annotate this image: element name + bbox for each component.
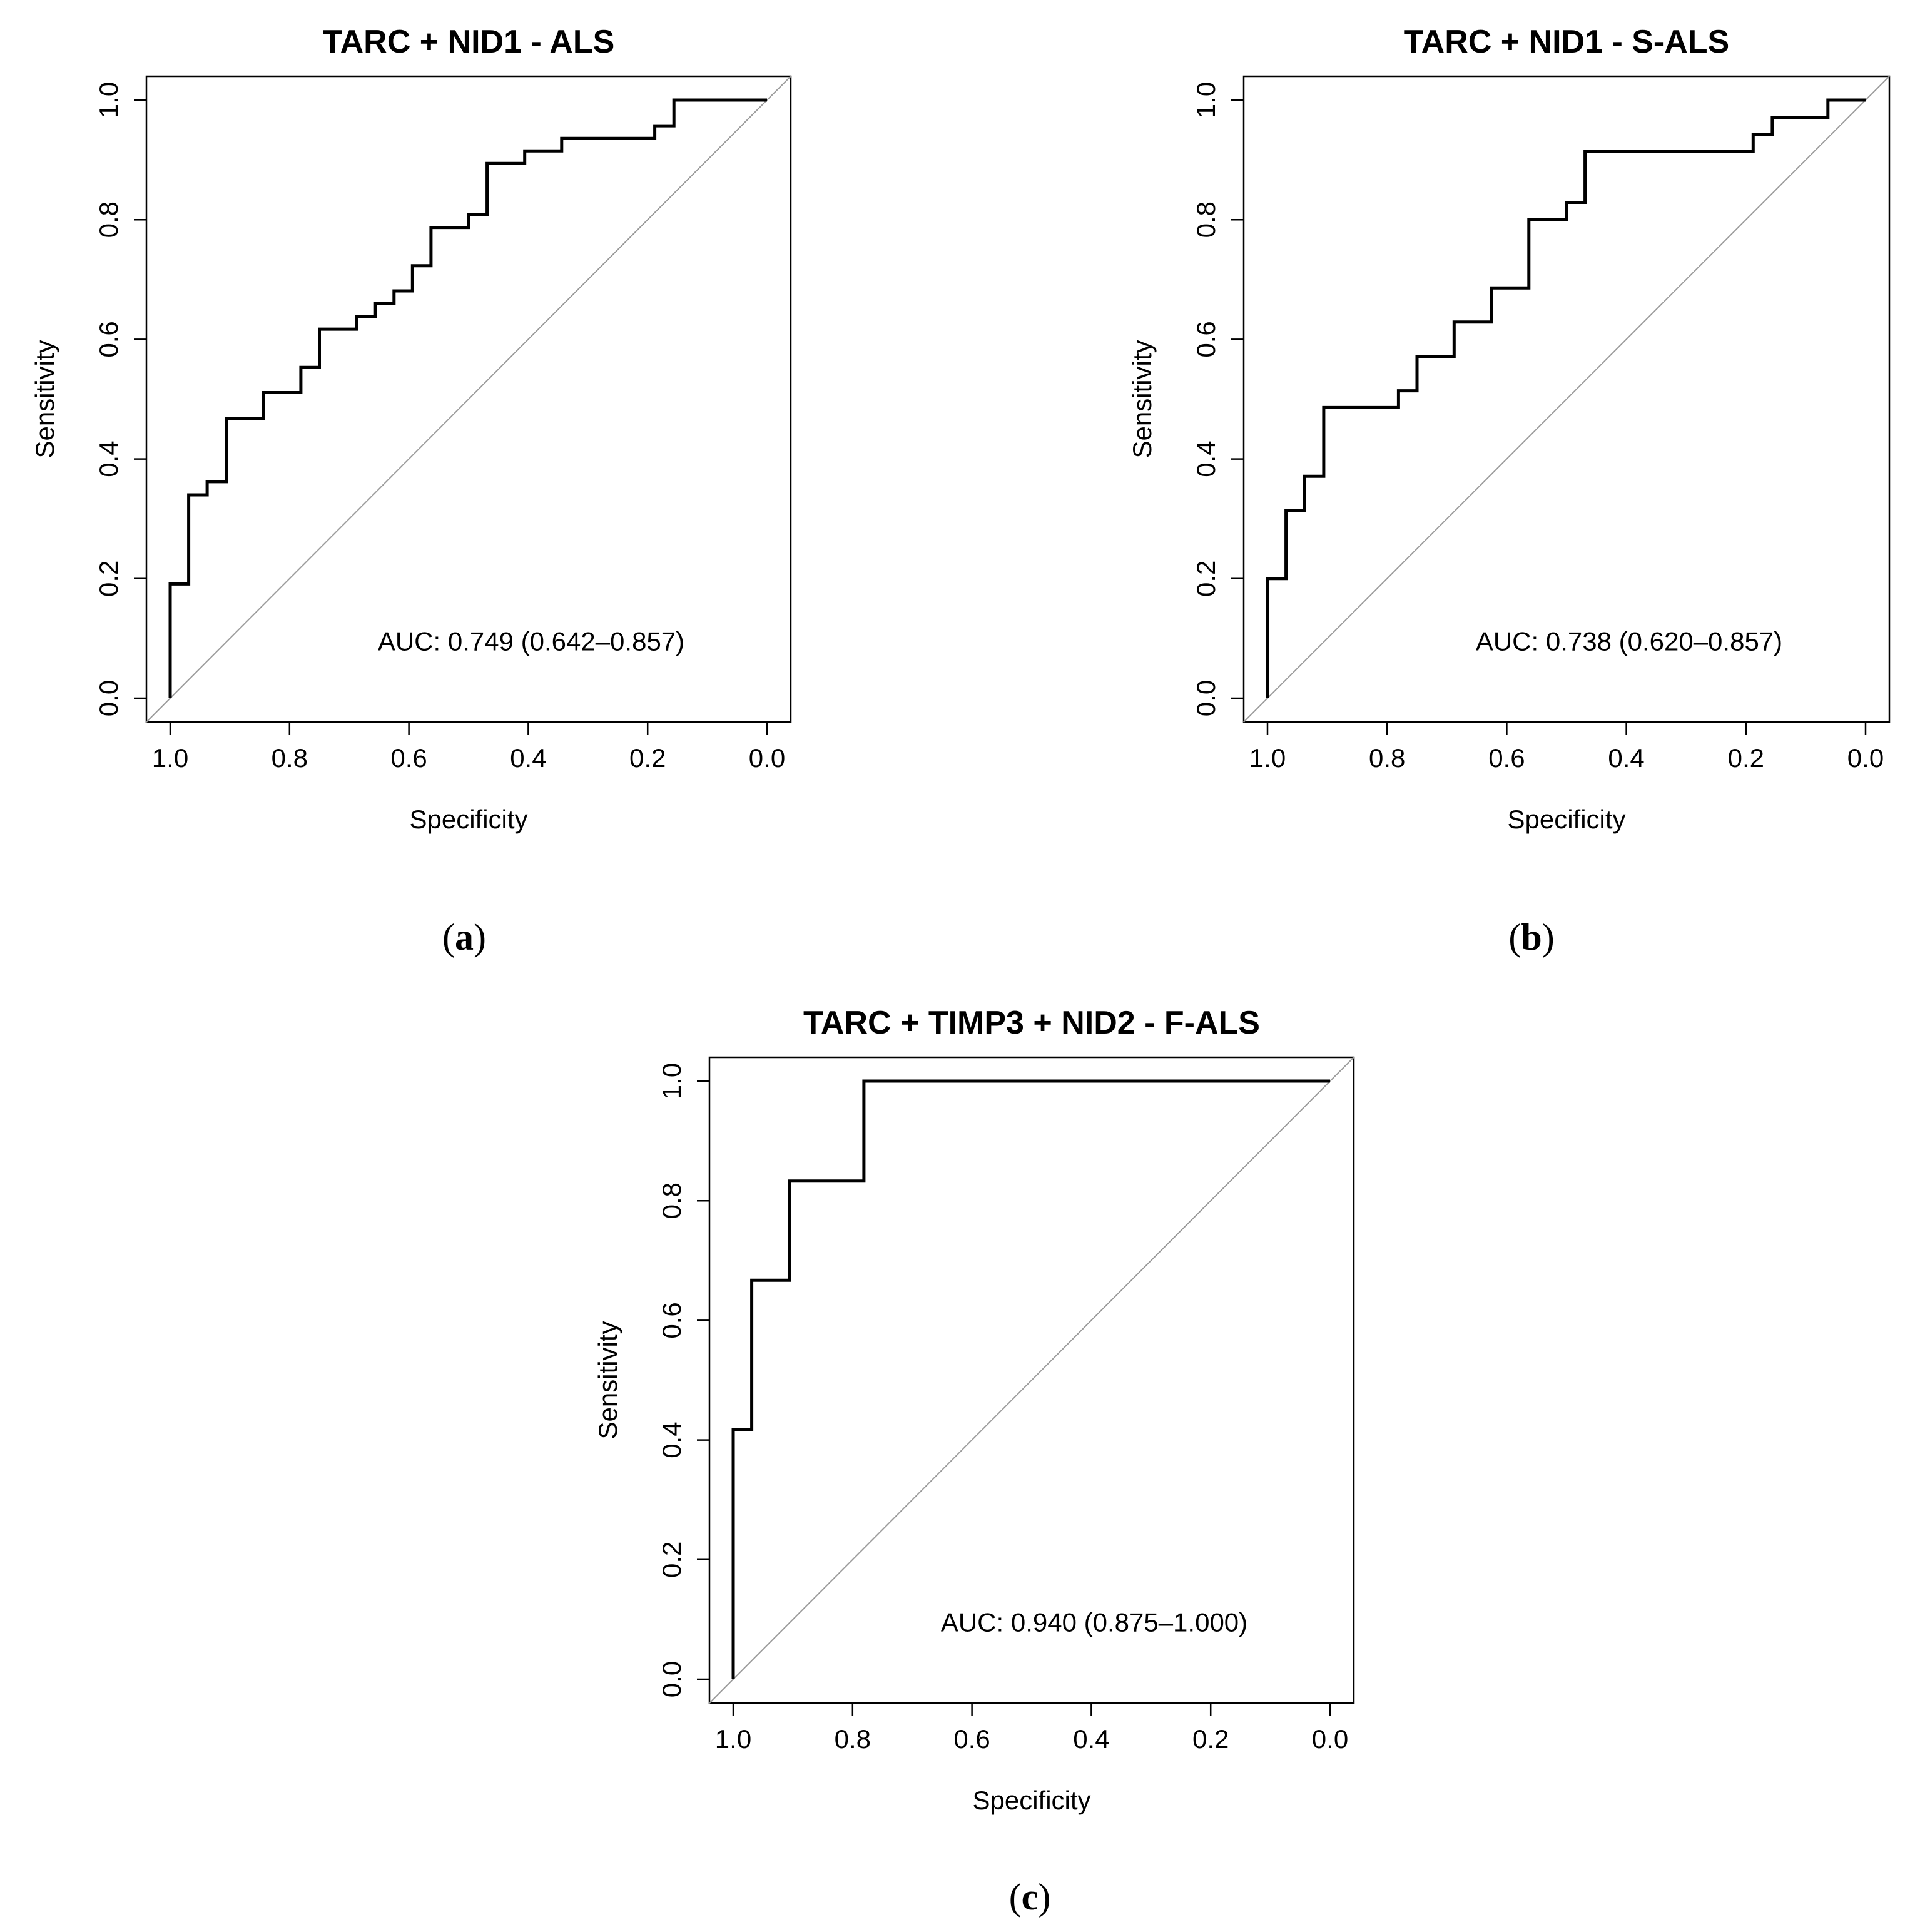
y-tick-label: 0.0: [657, 1661, 686, 1697]
y-tick-label: 0.2: [657, 1542, 686, 1578]
x-tick-label: 0.2: [1192, 1724, 1229, 1754]
x-axis-label: Specificity: [409, 805, 527, 834]
x-tick-label: 1.0: [715, 1724, 751, 1754]
roc-curve-line: [1266, 98, 1866, 698]
y-tick-label: 0.8: [94, 201, 123, 238]
x-tick-label: 1.0: [152, 743, 188, 773]
x-tick-label: 0.6: [390, 743, 427, 773]
plot-frame: [708, 1056, 1355, 1704]
chart-title: TARC + TIMP3 + NID2 - F-ALS: [803, 1005, 1260, 1041]
x-axis-label: Specificity: [1507, 805, 1625, 834]
y-tick-label: 0.2: [1191, 561, 1221, 597]
y-tick-label: 1.0: [657, 1063, 686, 1099]
chance-diagonal-line: [709, 1057, 1354, 1704]
y-tick-label: 0.2: [94, 561, 123, 597]
x-tick-label: 0.0: [749, 743, 785, 773]
x-tick-label: 0.0: [1847, 743, 1884, 773]
auc-annotation: AUC: 0.749 (0.642–0.857): [378, 627, 684, 656]
y-axis-label: Sensitivity: [593, 1321, 622, 1439]
auc-annotation: AUC: 0.738 (0.620–0.857): [1476, 627, 1782, 656]
roc-curve-line: [168, 98, 767, 698]
auc-annotation: AUC: 0.940 (0.875–1.000): [941, 1608, 1247, 1637]
x-tick-label: 0.8: [835, 1724, 871, 1754]
y-tick-label: 0.8: [657, 1182, 686, 1219]
y-tick-label: 0.4: [1191, 440, 1221, 477]
chart-panel-c: TARC + TIMP3 + NID2 - F-ALS 1.0 0.8 0.6 0.4 0…: [593, 1005, 1355, 1918]
x-tick-label: 0.4: [1608, 743, 1644, 773]
x-tick-label: 0.6: [953, 1724, 990, 1754]
y-tick-label: 0.0: [1191, 680, 1221, 716]
y-axis-label: Sensitivity: [30, 340, 59, 458]
plot-frame: [145, 75, 792, 723]
y-tick-label: 0.4: [94, 440, 123, 477]
plot-frame: [1242, 75, 1891, 723]
x-tick-label: 0.0: [1312, 1724, 1348, 1754]
chart-panel-b: TARC + NID1 - S-ALS 1.0 0.8 0.6 0.4 0.2 0.0 0.0…: [1127, 24, 1891, 958]
y-tick-label: 0.0: [94, 680, 123, 716]
chart-title: TARC + NID1 - ALS: [323, 24, 615, 60]
y-tick-label: 1.0: [1191, 82, 1221, 118]
x-tick-label: 0.8: [272, 743, 308, 773]
x-tick-label: 0.8: [1369, 743, 1405, 773]
x-tick-label: 0.2: [629, 743, 666, 773]
y-tick-label: 1.0: [94, 82, 123, 118]
x-tick-label: 0.6: [1488, 743, 1525, 773]
chance-diagonal-line: [146, 76, 791, 723]
x-tick-label: 0.4: [1073, 1724, 1109, 1754]
y-axis-label: Sensitivity: [1127, 340, 1157, 458]
panel-label: (a): [442, 917, 486, 958]
y-tick-label: 0.4: [657, 1421, 686, 1458]
y-tick-label: 0.6: [1191, 321, 1221, 357]
x-tick-label: 1.0: [1249, 743, 1286, 773]
chance-diagonal-line: [1243, 76, 1890, 723]
y-tick-label: 0.6: [657, 1302, 686, 1338]
roc-curve-line: [731, 1079, 1330, 1679]
x-axis-label: Specificity: [972, 1786, 1090, 1815]
x-tick-label: 0.2: [1728, 743, 1764, 773]
y-tick-label: 0.8: [1191, 201, 1221, 238]
x-tick-label: 0.4: [510, 743, 546, 773]
panel-label: (c): [1009, 1876, 1051, 1918]
y-tick-label: 0.6: [94, 321, 123, 357]
chart-title: TARC + NID1 - S-ALS: [1404, 24, 1730, 60]
chart-panel-a: TARC + NID1 - ALS 1.0 0.8 0.6 0.4 0.2 0.0 0.0 0.…: [30, 24, 792, 958]
panel-label: (b): [1508, 917, 1554, 958]
